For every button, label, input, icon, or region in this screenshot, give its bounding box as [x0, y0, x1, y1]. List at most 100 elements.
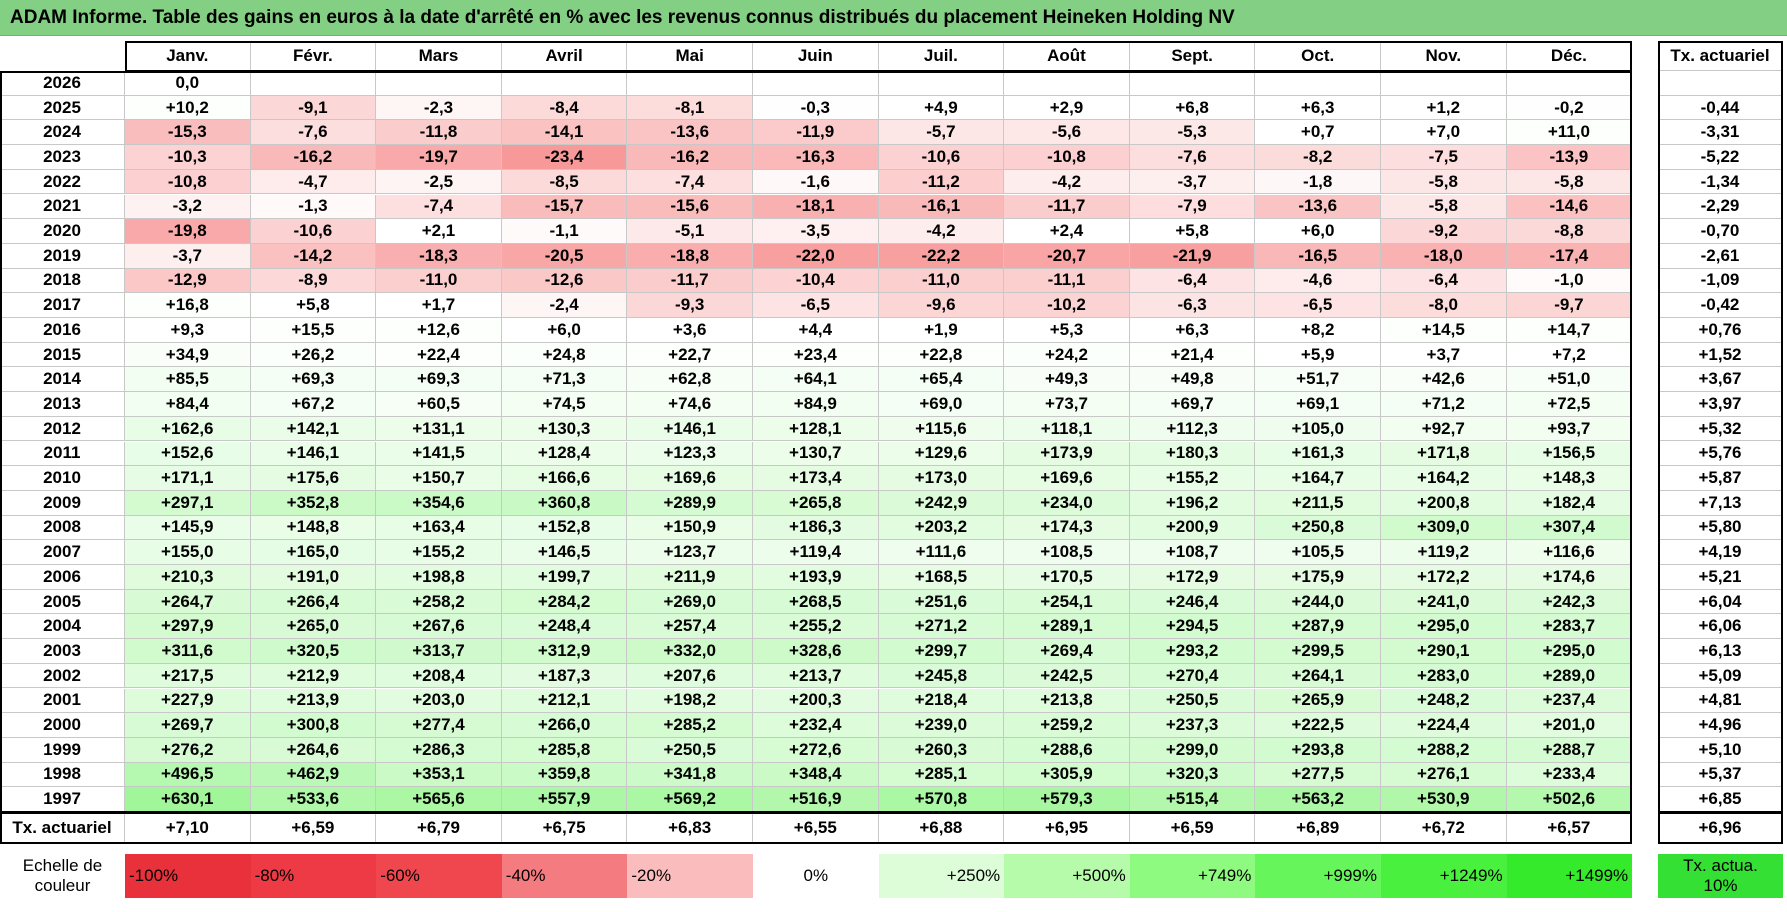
value-cell: -6,5: [1255, 293, 1381, 318]
value-cell: +152,6: [125, 441, 251, 467]
value-cell: +146,1: [250, 441, 377, 467]
value-cell: +69,7: [1129, 392, 1256, 417]
value-cell: +22,8: [878, 342, 1005, 368]
value-cell: +148,8: [250, 515, 377, 541]
value-cell: +224,4: [1381, 713, 1507, 738]
value-cell: +6,0: [1255, 219, 1381, 244]
value-cell: +67,2: [250, 392, 377, 417]
value-cell: +93,7: [1506, 416, 1633, 442]
value-cell: +105,5: [1255, 540, 1381, 565]
value-cell: +264,6: [250, 737, 377, 763]
value-cell: +305,9: [1004, 762, 1130, 788]
value-cell: +272,6: [753, 737, 879, 763]
value-cell: +49,3: [1004, 367, 1130, 393]
value-cell: -8,4: [501, 95, 628, 121]
year-cell: 2011: [0, 441, 125, 467]
value-cell: -11,2: [878, 169, 1005, 195]
value-cell: +145,9: [125, 515, 251, 541]
value-cell: -7,6: [250, 120, 377, 146]
value-cell: +199,7: [501, 565, 628, 590]
value-cell: +1,9: [878, 318, 1005, 343]
value-cell: +161,3: [1255, 441, 1381, 467]
value-cell: +142,1: [250, 416, 377, 442]
value-cell: +557,9: [501, 787, 628, 812]
legend-swatch: +999%: [1255, 854, 1381, 898]
value-cell: +248,2: [1381, 688, 1507, 714]
value-cell: +7,2: [1506, 342, 1633, 368]
value-cell: +14,5: [1381, 318, 1507, 343]
value-cell: +265,0: [250, 614, 377, 640]
footer-value: +6,89: [1255, 812, 1381, 844]
empty-cell: [501, 71, 628, 96]
value-cell: +237,3: [1129, 713, 1256, 738]
value-cell: -9,2: [1381, 219, 1507, 244]
value-cell: +217,5: [125, 663, 251, 689]
value-cell: -16,2: [627, 145, 753, 170]
value-cell: -0,2: [1506, 95, 1633, 121]
value-cell: +630,1: [125, 787, 251, 812]
value-cell: +175,9: [1255, 565, 1381, 590]
value-cell: -8,0: [1381, 293, 1507, 318]
value-cell: +288,7: [1506, 737, 1633, 763]
footer-value: +6,59: [1129, 812, 1256, 844]
value-cell: +210,3: [125, 565, 251, 590]
value-cell: -10,4: [753, 268, 879, 294]
value-cell: +3,6: [627, 318, 753, 343]
rate-cell: +5,87: [1658, 466, 1783, 491]
value-cell: +299,0: [1129, 737, 1256, 763]
value-cell: +165,0: [250, 540, 377, 565]
year-cell: 2019: [0, 243, 125, 269]
value-cell: +260,3: [878, 737, 1005, 763]
value-cell: +74,6: [627, 392, 753, 417]
value-cell: +244,0: [1255, 589, 1381, 615]
value-cell: +168,5: [878, 565, 1005, 590]
value-cell: +128,1: [753, 416, 879, 442]
value-cell: -9,6: [878, 293, 1005, 318]
value-cell: +201,0: [1506, 713, 1633, 738]
rate-cell: +4,81: [1658, 688, 1783, 714]
value-cell: -7,6: [1129, 145, 1256, 170]
rate-cell: +6,06: [1658, 614, 1783, 640]
value-cell: -6,3: [1129, 293, 1256, 318]
value-cell: -7,9: [1129, 194, 1256, 220]
month-header: Mai: [627, 41, 753, 71]
year-cell: 2003: [0, 639, 125, 664]
value-cell: -3,7: [1129, 169, 1256, 195]
value-cell: -14,1: [501, 120, 628, 146]
value-cell: +26,2: [250, 342, 377, 368]
value-cell: -2,5: [376, 169, 502, 195]
value-cell: +233,4: [1506, 762, 1633, 788]
year-cell: 1999: [0, 737, 125, 763]
value-cell: +264,7: [125, 589, 251, 615]
value-cell: +293,8: [1255, 737, 1381, 763]
month-header: Sept.: [1129, 41, 1256, 71]
legend-swatch: -80%: [250, 854, 377, 898]
footer-label: Tx. actuariel: [0, 812, 125, 844]
value-cell: 0,0: [125, 71, 251, 96]
value-cell: -7,5: [1381, 145, 1507, 170]
year-cell: 2021: [0, 194, 125, 220]
value-cell: +246,4: [1129, 589, 1256, 615]
value-cell: -5,8: [1506, 169, 1633, 195]
year-cell: 2020: [0, 219, 125, 244]
year-cell: 2025: [0, 95, 125, 121]
value-cell: -15,7: [501, 194, 628, 220]
value-cell: +198,8: [376, 565, 502, 590]
value-cell: +288,6: [1004, 737, 1130, 763]
value-cell: +60,5: [376, 392, 502, 417]
value-cell: -6,4: [1381, 268, 1507, 294]
value-cell: +7,0: [1381, 120, 1507, 146]
rate-cell: +0,76: [1658, 318, 1783, 343]
legend-swatch: -60%: [376, 854, 502, 898]
footer-value: +6,88: [878, 812, 1005, 844]
year-cell: 1997: [0, 787, 125, 812]
value-cell: +312,9: [501, 639, 628, 664]
value-cell: +42,6: [1381, 367, 1507, 393]
value-cell: +2,1: [376, 219, 502, 244]
value-cell: +212,1: [501, 688, 628, 714]
rate-cell: +5,76: [1658, 441, 1783, 467]
year-cell: 2013: [0, 392, 125, 417]
rate-cell: +4,19: [1658, 540, 1783, 565]
value-cell: -1,0: [1506, 268, 1633, 294]
value-cell: +71,3: [501, 367, 628, 393]
